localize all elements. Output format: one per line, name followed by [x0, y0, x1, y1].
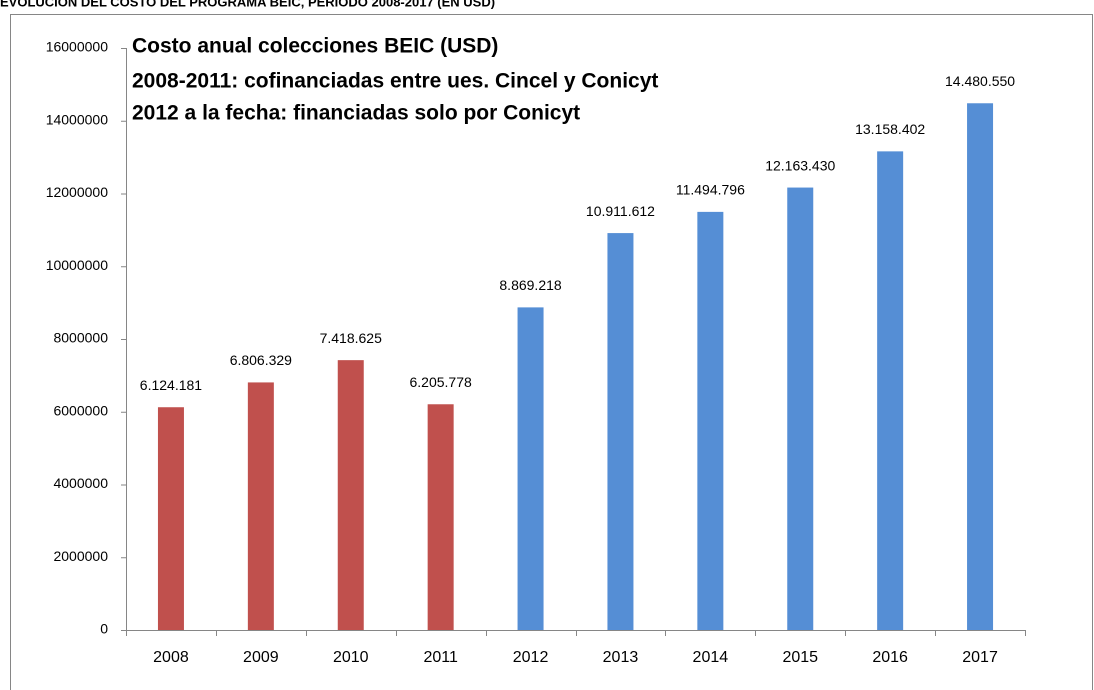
x-tick-label: 2017	[962, 649, 998, 666]
value-label: 10.911.612	[586, 203, 655, 219]
bar	[787, 187, 814, 630]
x-tick-label: 2010	[333, 649, 369, 666]
x-tick-label: 2016	[872, 649, 908, 666]
x-tick-label: 2013	[603, 649, 639, 666]
y-tick-label: 2000000	[53, 548, 108, 564]
bar	[967, 103, 994, 630]
value-label: 6.205.778	[410, 374, 472, 390]
value-label: 7.418.625	[320, 330, 382, 346]
value-label: 8.869.218	[499, 277, 561, 293]
value-label: 14.480.550	[945, 73, 1015, 89]
bar	[427, 404, 454, 630]
y-tick-label: 16000000	[46, 39, 109, 55]
value-label: 6.124.181	[140, 377, 202, 393]
y-tick-label: 8000000	[53, 330, 108, 346]
x-tick-label: 2012	[513, 649, 549, 666]
x-tick-label: 2011	[423, 649, 458, 666]
x-tick-label: 2008	[153, 649, 189, 666]
bar	[337, 360, 364, 630]
value-label: 6.806.329	[230, 352, 292, 368]
annotation: 2012 a la fecha: financiadas solo por Co…	[132, 102, 580, 125]
x-tick-label: 2015	[782, 649, 818, 666]
bar	[157, 407, 184, 630]
bar	[517, 307, 544, 630]
chart-title: EVOLUCIÓN DEL COSTO DEL PROGRAMA BEIC, P…	[0, 0, 495, 9]
value-label: 11.494.796	[676, 182, 745, 198]
bar	[607, 233, 634, 630]
bar	[697, 211, 724, 630]
y-tick-label: 10000000	[46, 257, 109, 273]
x-tick-label: 2009	[243, 649, 279, 666]
chart-frame	[10, 14, 1093, 690]
bar	[877, 151, 904, 630]
annotation: 2008-2011: cofinanciadas entre ues. Cinc…	[132, 70, 658, 93]
y-tick-label: 14000000	[46, 111, 109, 127]
value-label: 12.163.430	[765, 157, 835, 173]
y-tick-label: 12000000	[46, 184, 109, 200]
y-tick-label: 4000000	[53, 475, 108, 491]
y-tick-label: 0	[100, 621, 108, 637]
y-tick-label: 6000000	[53, 402, 108, 418]
x-tick-label: 2014	[693, 649, 729, 666]
bar	[247, 382, 274, 630]
annotation: Costo anual colecciones BEIC (USD)	[132, 35, 498, 58]
value-label: 13.158.402	[855, 121, 925, 137]
